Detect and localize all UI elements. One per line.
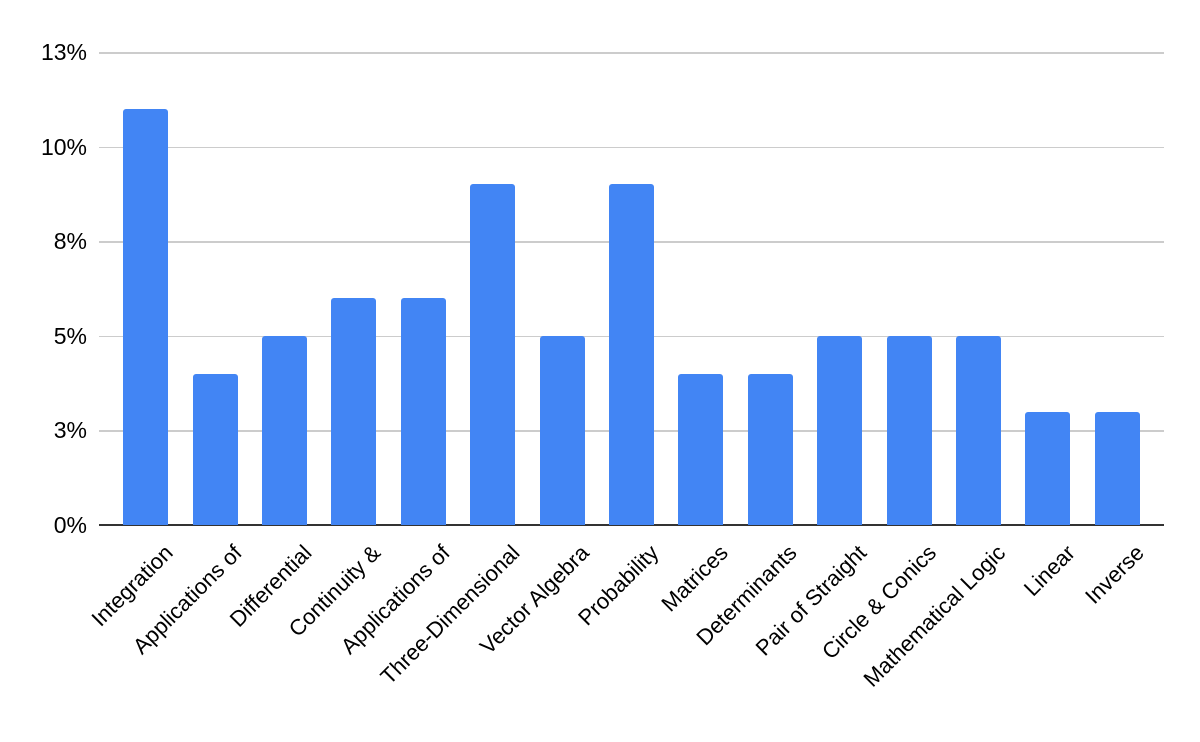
y-tick-label: 10% bbox=[40, 133, 87, 160]
y-tick-label: 0% bbox=[53, 512, 87, 538]
bar bbox=[1025, 411, 1071, 525]
bar bbox=[539, 335, 585, 525]
bar bbox=[400, 298, 446, 525]
bar bbox=[956, 335, 1001, 525]
bar bbox=[470, 184, 516, 525]
bar bbox=[1094, 411, 1140, 525]
bar bbox=[678, 373, 724, 525]
bar bbox=[609, 184, 654, 525]
bar bbox=[331, 298, 377, 525]
bar bbox=[123, 108, 169, 525]
bars bbox=[99, 52, 1164, 525]
x-axis-line bbox=[99, 524, 1164, 526]
y-tick-label: 5% bbox=[53, 322, 87, 349]
bar bbox=[817, 335, 863, 525]
bar bbox=[262, 335, 307, 525]
gridline bbox=[99, 146, 1164, 149]
bar bbox=[192, 373, 238, 525]
plot-area bbox=[99, 52, 1164, 526]
x-tick-label: Linear bbox=[1018, 540, 1080, 601]
y-tick-label: 13% bbox=[40, 39, 87, 65]
bar bbox=[886, 335, 932, 525]
y-tick-label: 3% bbox=[53, 417, 87, 444]
y-tick-label: 8% bbox=[53, 228, 87, 255]
gridline bbox=[99, 52, 1164, 54]
bar bbox=[747, 373, 793, 525]
x-tick-label: Inverse bbox=[1080, 540, 1149, 609]
